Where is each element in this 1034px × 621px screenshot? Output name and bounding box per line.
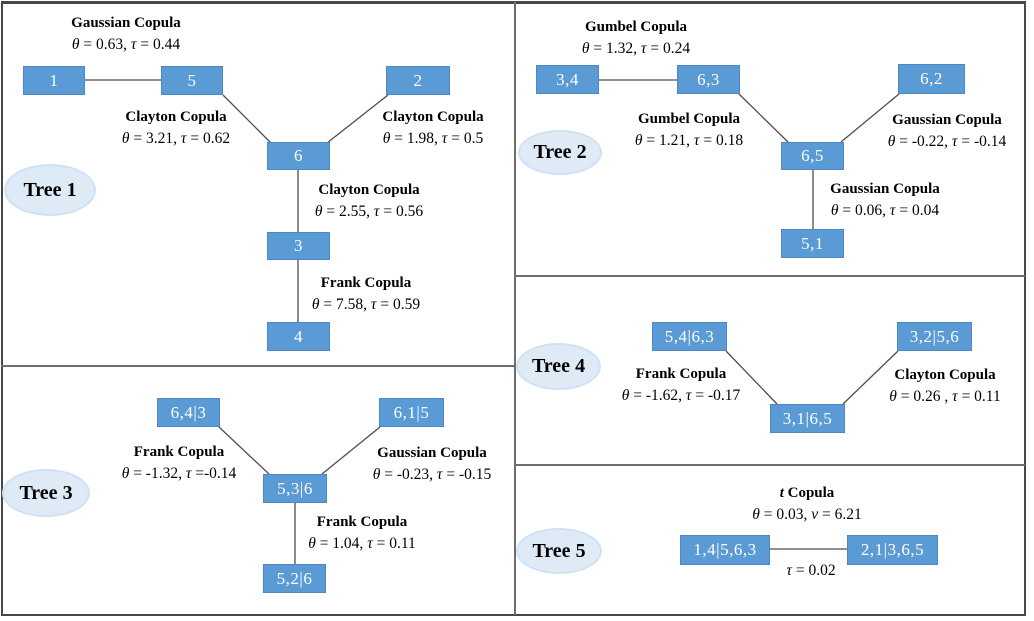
node-1: 1 (23, 66, 85, 95)
tree-5-label: Tree 5 (532, 539, 586, 562)
node-3-4: 3,4 (536, 65, 599, 94)
tree-4-badge: Tree 4 (516, 343, 601, 390)
edge-label-t2-e2: Gaussian Copula θ = -0.22, τ = -0.14 (847, 110, 1034, 153)
node-6-1-g5: 6,1|5 (379, 398, 444, 427)
edge-params: θ = 3.21, τ = 0.62 (121, 130, 231, 147)
tree-2-label: Tree 2 (533, 141, 587, 163)
node-5-1: 5,1 (781, 229, 844, 258)
node-5-2-g6: 5,2|6 (263, 564, 326, 593)
right-horizontal-divider-1 (515, 275, 1025, 277)
node-6-5: 6,5 (781, 142, 844, 170)
edge-copula-name: Frank Copula (316, 514, 408, 530)
edge-copula-name: Frank Copula (635, 366, 727, 382)
edge-params: θ = -1.62, τ = -0.17 (621, 387, 741, 404)
node-5: 5 (161, 66, 223, 95)
edge-copula-name: Gaussian Copula (71, 15, 181, 31)
edge-label-t4-e0: Frank Copula θ = -1.62, τ = -0.17 (581, 364, 781, 407)
node-6-3: 6,3 (677, 65, 740, 94)
edge-params: θ = -0.23, τ = -0.15 (372, 466, 492, 483)
edge-params: θ = -0.22, τ = -0.14 (887, 133, 1007, 150)
edge-line-643-536 (218, 426, 270, 475)
edge-line-5-6 (222, 94, 272, 144)
node-4: 4 (267, 322, 330, 351)
tree-3-badge: Tree 3 (2, 469, 90, 517)
edge-line-62-65 (840, 93, 900, 143)
edge-line-615-536 (321, 426, 381, 475)
edge-copula-name: Frank Copula (133, 444, 225, 460)
edge-label-t3-e0: Frank Copula θ = -1.32, τ =-0.14 (79, 442, 279, 485)
edge-label-t3-e1: Gaussian Copula θ = -0.23, τ = -0.15 (332, 443, 532, 486)
node-6-2: 6,2 (898, 64, 965, 94)
tree-3-label: Tree 3 (19, 481, 73, 504)
edge-params: θ = 1.21, τ = 0.18 (634, 132, 744, 149)
edge-copula-name: Gaussian Copula (377, 445, 487, 461)
edge-label-t2-e0: Gumbel Copula θ = 1.32, τ = 0.24 (536, 17, 736, 60)
edge-label-t2-e1: Gumbel Copula θ = 1.21, τ = 0.18 (589, 109, 789, 152)
left-horizontal-divider (1, 365, 515, 367)
right-horizontal-divider-2 (515, 464, 1025, 466)
vertical-divider (514, 1, 516, 615)
tree-5-badge: Tree 5 (516, 528, 602, 574)
edge-copula-name: t Copula (779, 485, 835, 501)
node-3-1-g6-5: 3,1|6,5 (770, 404, 845, 433)
edge-label-t1-e2: Clayton Copula θ = 1.98, τ = 0.5 (333, 107, 533, 150)
edge-line-2-6 (326, 94, 389, 144)
edge-label-t1-e4: Frank Copula θ = 7.58, τ = 0.59 (266, 273, 466, 316)
node-3: 3 (267, 232, 330, 260)
tree-1-badge: Tree 1 (4, 164, 96, 216)
tree-4-label: Tree 4 (531, 355, 586, 377)
node-5-4-g6-3: 5,4|6,3 (652, 322, 727, 351)
edge-copula-name: Gumbel Copula (584, 19, 688, 35)
edge-line-5463-3165 (725, 350, 778, 405)
tree-2-badge: Tree 2 (518, 130, 602, 175)
edge-params: θ = 1.04, τ = 0.11 (308, 535, 416, 552)
edge-copula-name: Gaussian Copula (830, 181, 940, 197)
edge-label-t5-tau: τ = 0.02 (711, 560, 911, 582)
edge-params: θ = 2.55, τ = 0.56 (314, 203, 424, 220)
edge-copula-name: Clayton Copula (894, 367, 996, 383)
edge-label-t3-e2: Frank Copula θ = 1.04, τ = 0.11 (262, 512, 462, 555)
edge-params: θ = 1.98, τ = 0.5 (382, 130, 484, 147)
tree-1-label: Tree 1 (23, 178, 77, 201)
node-2: 2 (386, 66, 450, 95)
edge-label-t1-e0: Gaussian Copula θ = 0.63, τ = 0.44 (26, 13, 226, 56)
edge-params: θ = 0.63, τ = 0.44 (71, 36, 181, 53)
edge-label-t5-e0: t Copula θ = 0.03, ν = 6.21 (707, 483, 907, 526)
edge-params: θ = 0.06, τ = 0.04 (830, 202, 940, 219)
edge-line-3256-3165 (842, 350, 899, 405)
edge-copula-name: Clayton Copula (318, 182, 420, 198)
edge-params: θ = 0.26 , τ = 0.11 (889, 388, 1001, 405)
node-6-4-g3: 6,4|3 (157, 398, 220, 427)
edge-params: θ = 7.58, τ = 0.59 (311, 296, 421, 313)
edge-line-63-65 (738, 93, 789, 143)
edge-params: θ = 1.32, τ = 0.24 (581, 40, 691, 57)
edge-label-t1-e1: Clayton Copula θ = 3.21, τ = 0.62 (76, 107, 276, 150)
edge-label-t4-e1: Clayton Copula θ = 0.26 , τ = 0.11 (845, 365, 1034, 408)
edge-copula-name: Gumbel Copula (637, 111, 741, 127)
edge-copula-name: Frank Copula (320, 275, 412, 291)
node-3-2-g5-6: 3,2|5,6 (897, 322, 972, 351)
edge-copula-name: Gaussian Copula (892, 112, 1002, 128)
edge-params: θ = 0.03, ν = 6.21 (752, 506, 862, 523)
edge-params: θ = -1.32, τ =-0.14 (121, 465, 237, 482)
node-5-3-g6: 5,3|6 (263, 474, 327, 503)
edge-label-t2-e3: Gaussian Copula θ = 0.06, τ = 0.04 (785, 179, 985, 222)
node-1-4-g5-6-3: 1,4|5,6,3 (680, 535, 770, 565)
edge-copula-name: Clayton Copula (125, 109, 227, 125)
edge-tau-below: τ = 0.02 (786, 562, 836, 579)
node-6: 6 (267, 142, 330, 170)
node-2-1-g3-6-5: 2,1|3,6,5 (847, 535, 938, 565)
edge-label-t1-e3: Clayton Copula θ = 2.55, τ = 0.56 (269, 180, 469, 223)
edge-copula-name: Clayton Copula (382, 109, 484, 125)
